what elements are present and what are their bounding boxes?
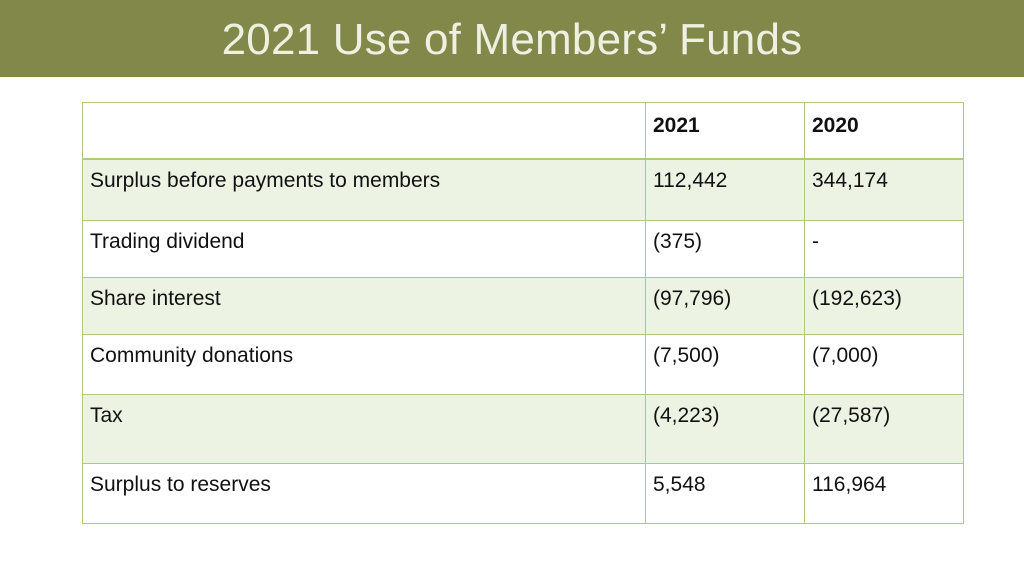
header-cell-2020: 2020 xyxy=(804,102,964,160)
row-value-2020: 116,964 xyxy=(804,463,964,524)
row-label: Community donations xyxy=(82,334,646,395)
table-row: Trading dividend (375) - xyxy=(82,220,964,278)
row-label: Share interest xyxy=(82,277,646,335)
table-row: Share interest (97,796) (192,623) xyxy=(82,277,964,335)
table-row: Surplus before payments to members 112,4… xyxy=(82,158,964,221)
row-value-2021: (7,500) xyxy=(645,334,805,395)
row-value-2021: (97,796) xyxy=(645,277,805,335)
table-header-row: 2021 2020 xyxy=(82,102,964,160)
row-label: Tax xyxy=(82,394,646,464)
row-value-2020: 344,174 xyxy=(804,158,964,221)
header-cell-label xyxy=(82,102,646,160)
table-row: Community donations (7,500) (7,000) xyxy=(82,334,964,395)
row-value-2020: - xyxy=(804,220,964,278)
row-value-2020: (192,623) xyxy=(804,277,964,335)
table-row: Surplus to reserves 5,548 116,964 xyxy=(82,463,964,524)
title-bar: 2021 Use of Members’ Funds xyxy=(0,0,1024,77)
table-row: Tax (4,223) (27,587) xyxy=(82,394,964,464)
header-cell-2021: 2021 xyxy=(645,102,805,160)
row-label: Trading dividend xyxy=(82,220,646,278)
row-value-2020: (27,587) xyxy=(804,394,964,464)
row-value-2021: 112,442 xyxy=(645,158,805,221)
page-title: 2021 Use of Members’ Funds xyxy=(221,15,803,64)
row-value-2021: (4,223) xyxy=(645,394,805,464)
funds-table: 2021 2020 Surplus before payments to mem… xyxy=(82,102,964,524)
row-value-2020: (7,000) xyxy=(804,334,964,395)
row-label: Surplus before payments to members xyxy=(82,158,646,221)
row-label: Surplus to reserves xyxy=(82,463,646,524)
row-value-2021: 5,548 xyxy=(645,463,805,524)
row-value-2021: (375) xyxy=(645,220,805,278)
